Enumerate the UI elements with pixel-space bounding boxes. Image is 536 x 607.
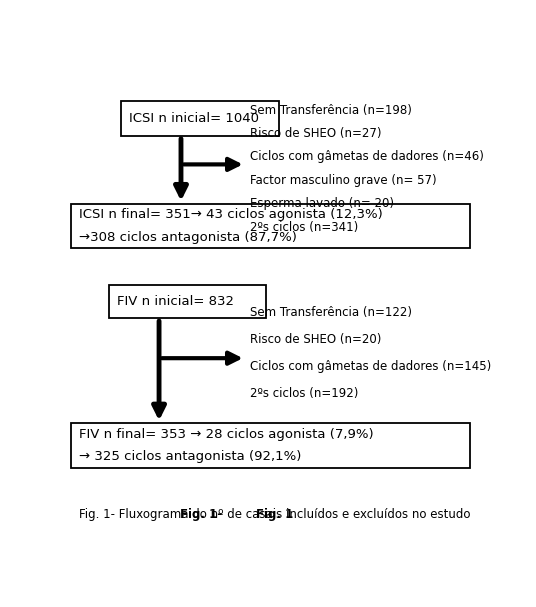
Text: Sem Transferência (n=122): Sem Transferência (n=122) [250,306,412,319]
Text: Fig. 1- Fluxograma do nº de casais incluídos e excluídos no estudo: Fig. 1- Fluxograma do nº de casais inclu… [79,508,471,521]
Text: Ciclos com gâmetas de dadores (n=46): Ciclos com gâmetas de dadores (n=46) [250,151,483,163]
FancyBboxPatch shape [71,424,470,468]
Text: Risco de SHEO (n=20): Risco de SHEO (n=20) [250,333,381,346]
FancyBboxPatch shape [108,285,266,318]
Text: Ciclos com gâmetas de dadores (n=145): Ciclos com gâmetas de dadores (n=145) [250,360,491,373]
Text: Sem Transferência (n=198): Sem Transferência (n=198) [250,104,412,117]
Text: FIV n final= 353 → 28 ciclos agonista (7,9%): FIV n final= 353 → 28 ciclos agonista (7… [79,428,374,441]
Text: 2ºs ciclos (n=341): 2ºs ciclos (n=341) [250,220,358,234]
Text: 2ºs ciclos (n=192): 2ºs ciclos (n=192) [250,387,358,400]
FancyBboxPatch shape [121,101,279,136]
Text: Risco de SHEO (n=27): Risco de SHEO (n=27) [250,127,381,140]
Text: Factor masculino grave (n= 57): Factor masculino grave (n= 57) [250,174,436,187]
Text: Esperma lavado (n= 20): Esperma lavado (n= 20) [250,197,394,210]
Text: → 325 ciclos antagonista (92,1%): → 325 ciclos antagonista (92,1%) [79,450,302,463]
FancyBboxPatch shape [71,204,470,248]
Text: Fig. 1-: Fig. 1- [180,508,222,521]
Text: →308 ciclos antagonista (87,7%): →308 ciclos antagonista (87,7%) [79,231,297,243]
Text: ICSI n inicial= 1040: ICSI n inicial= 1040 [129,112,259,125]
Text: Fig. 1- Fluxograma do nº de casais incluídos e excluídos no estudo: Fig. 1- Fluxograma do nº de casais inclu… [79,508,471,521]
Text: FIV n inicial= 832: FIV n inicial= 832 [117,295,234,308]
Text: Fig. 1: Fig. 1 [256,508,293,521]
Text: ICSI n final= 351→ 43 ciclos agonista (12,3%): ICSI n final= 351→ 43 ciclos agonista (1… [79,208,383,222]
